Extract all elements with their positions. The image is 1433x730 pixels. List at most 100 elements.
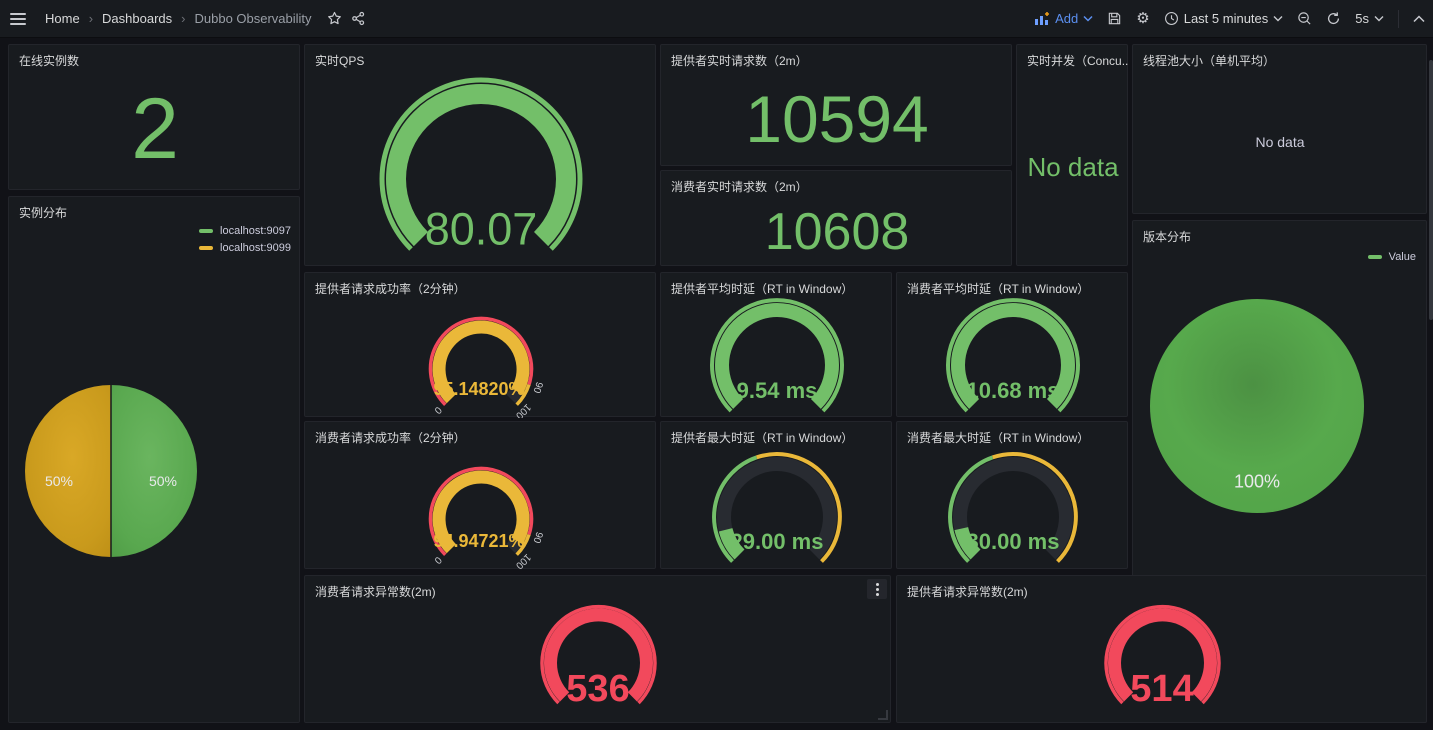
add-button[interactable]: Add [1034, 11, 1093, 26]
panel-provider-avg-rt: 提供者平均时延（RT in Window） 9.54 ms [660, 272, 892, 417]
panel-title[interactable]: 实时并发（Concu... [1027, 54, 1129, 68]
pie-slice-green[interactable] [111, 385, 197, 557]
panel-title[interactable]: 提供者请求成功率（2分钟） [315, 282, 466, 296]
panel-menu-kebab-icon[interactable] [867, 579, 887, 599]
breadcrumb-separator: › [88, 11, 94, 26]
stat-provider-max-rt: 29.00 ms [730, 529, 824, 554]
menu-icon[interactable] [8, 11, 28, 27]
panel-title[interactable]: 消费者请求成功率（2分钟） [315, 431, 466, 445]
provider-errors-gauge [897, 576, 1426, 722]
stat-provider-requests: 10594 [745, 82, 929, 156]
svg-text:0: 0 [433, 555, 445, 567]
legend-item[interactable]: localhost:9099 [199, 242, 291, 254]
legend-label: Value [1388, 251, 1416, 263]
panel-title[interactable]: 提供者最大时延（RT in Window） [671, 431, 854, 445]
pie-slice-label: 50% [148, 473, 178, 489]
svg-text:90: 90 [530, 530, 544, 544]
panel-consumer-requests: 消费者实时请求数（2m） 10608 [660, 170, 1012, 266]
consumer-max-rt-gauge [897, 422, 1127, 568]
panel-consumer-errors: 消费者请求异常数(2m) 536 [304, 575, 891, 723]
provider-max-rt-gauge [661, 422, 891, 568]
panel-title[interactable]: 提供者请求异常数(2m) [907, 585, 1028, 599]
pie-slice-full[interactable] [1150, 299, 1364, 513]
panel-title[interactable]: 版本分布 [1143, 230, 1192, 244]
breadcrumb-separator: › [181, 11, 186, 26]
add-button-label: Add [1055, 11, 1079, 26]
stat-consumer-errors: 536 [566, 668, 630, 710]
chevron-down-icon [1083, 15, 1093, 22]
panel-title[interactable]: 实例分布 [19, 206, 68, 220]
legend-swatch [1367, 255, 1382, 259]
time-range-picker[interactable]: Last 5 minutes [1164, 11, 1284, 26]
stat-provider-avg-rt: 9.54 ms [736, 378, 818, 403]
panel-consumer-avg-rt: 消费者平均时延（RT in Window） 10.68 ms [896, 272, 1128, 417]
version-pie-chart [1150, 299, 1364, 513]
panel-resize-handle[interactable] [878, 710, 888, 720]
svg-text:90: 90 [530, 380, 544, 394]
clock-icon [1164, 12, 1178, 25]
pie-slice-label: 100% [1233, 471, 1281, 492]
panel-consumer-success-rate: 消费者请求成功率（2分钟） 0 90 100 94.94721% [304, 421, 656, 571]
provider-avg-rt-gauge [661, 273, 891, 416]
panel-consumer-max-rt: 消费者最大时延（RT in Window） 30.00 ms [896, 421, 1128, 569]
refresh-icon[interactable] [1326, 11, 1341, 26]
panel-title[interactable]: 提供者实时请求数（2m） [671, 54, 808, 68]
panel-title[interactable]: 消费者最大时延（RT in Window） [907, 431, 1090, 445]
chevron-down-icon [1374, 16, 1384, 22]
threadpool-nodata: No data [1255, 134, 1305, 150]
panel-provider-max-rt: 提供者最大时延（RT in Window） 29.00 ms [660, 421, 892, 569]
star-icon[interactable] [327, 11, 342, 26]
panel-title[interactable]: 消费者实时请求数（2m） [671, 180, 808, 194]
refresh-interval-label: 5s [1355, 11, 1369, 26]
panel-threadpool-size: 线程池大小（单机平均） No data [1132, 44, 1427, 214]
breadcrumb-home[interactable]: Home [45, 11, 80, 26]
panel-online-instances: 在线实例数 2 [8, 44, 300, 190]
stat-qps: 80.07 [424, 203, 538, 255]
legend-item[interactable]: Value [1367, 251, 1416, 263]
save-dashboard-icon[interactable] [1107, 11, 1122, 26]
stat-consumer-success: 94.94721% [433, 531, 525, 551]
top-navbar: Home › Dashboards › Dubbo Observability … [0, 0, 1433, 38]
legend-label: localhost:9097 [220, 225, 291, 237]
legend: localhost:9097 localhost:9099 [199, 225, 291, 254]
consumer-success-gauge: 0 90 100 [305, 422, 655, 571]
svg-text:0: 0 [433, 405, 445, 417]
panel-title[interactable]: 线程池大小（单机平均） [1143, 54, 1276, 68]
pie-slice-yellow[interactable] [25, 385, 111, 557]
scrollbar[interactable] [1429, 60, 1433, 320]
panel-provider-errors: 提供者请求异常数(2m) 514 [896, 575, 1427, 723]
legend-swatch [199, 229, 214, 233]
panel-title[interactable]: 消费者平均时延（RT in Window） [907, 282, 1090, 296]
consumer-avg-rt-gauge [897, 273, 1127, 416]
stat-consumer-max-rt: 30.00 ms [966, 529, 1060, 554]
legend-swatch [199, 246, 214, 250]
breadcrumb-dashboards[interactable]: Dashboards [102, 11, 173, 26]
legend: Value [1367, 251, 1416, 263]
panel-title[interactable]: 实时QPS [315, 54, 365, 68]
provider-success-gauge: 0 90 100 [305, 273, 655, 421]
panel-realtime-qps: 实时QPS 80.07 [304, 44, 656, 266]
panel-provider-requests: 提供者实时请求数（2m） 10594 [660, 44, 1012, 166]
stat-provider-errors: 514 [1130, 668, 1194, 710]
breadcrumb-current: Dubbo Observability [194, 11, 312, 26]
legend-label: localhost:9099 [220, 242, 291, 254]
panel-title[interactable]: 消费者请求异常数(2m) [315, 585, 436, 599]
pie-slice-label: 50% [44, 473, 74, 489]
toolbar-divider [1398, 9, 1399, 28]
stat-consumer-requests: 10608 [764, 203, 910, 261]
stat-consumer-avg-rt: 10.68 ms [966, 378, 1060, 403]
settings-gear-icon[interactable]: ⚙ [1136, 10, 1150, 27]
panel-title[interactable]: 在线实例数 [19, 54, 80, 68]
legend-item[interactable]: localhost:9097 [199, 225, 291, 237]
panel-instance-distribution: 实例分布 localhost:9097 localhost:9099 50% 5… [8, 196, 300, 723]
panel-title[interactable]: 提供者平均时延（RT in Window） [671, 282, 854, 296]
chevron-down-icon [1273, 16, 1283, 22]
zoom-out-icon[interactable] [1297, 11, 1312, 26]
stat-provider-success: 95.14820% [433, 379, 525, 399]
time-range-label: Last 5 minutes [1183, 11, 1269, 26]
refresh-interval-select[interactable]: 5s [1355, 11, 1384, 26]
svg-text:100: 100 [513, 551, 533, 570]
collapse-chevron-up-icon[interactable] [1413, 14, 1425, 23]
share-icon[interactable] [351, 11, 366, 26]
panel-realtime-concurrency: 实时并发（Concu... No data [1016, 44, 1128, 266]
